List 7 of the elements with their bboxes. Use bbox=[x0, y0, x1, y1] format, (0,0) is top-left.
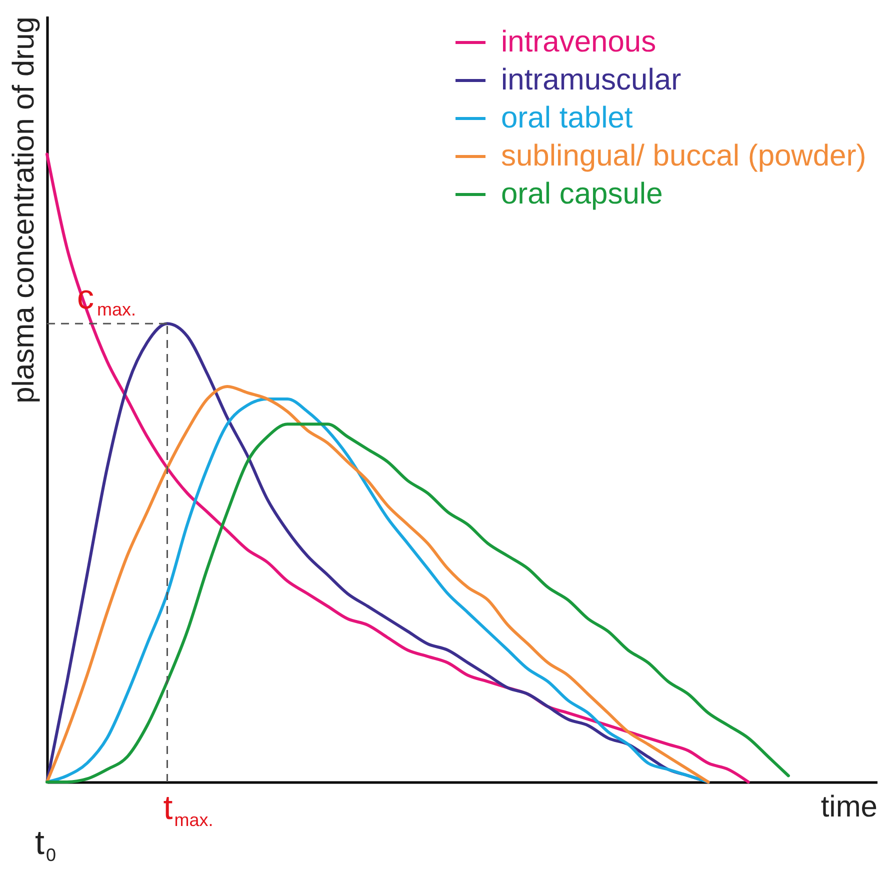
legend-label: intravenous bbox=[501, 26, 656, 58]
legend-label: intramuscular bbox=[501, 64, 682, 96]
y-axis-title: plasma concentration of drug bbox=[8, 16, 40, 404]
x-axis-title: time bbox=[820, 790, 878, 824]
legend-label: oral capsule bbox=[501, 178, 663, 210]
legend-label: sublingual/ buccal (powder) bbox=[501, 140, 866, 172]
legend-label: oral tablet bbox=[501, 102, 634, 134]
